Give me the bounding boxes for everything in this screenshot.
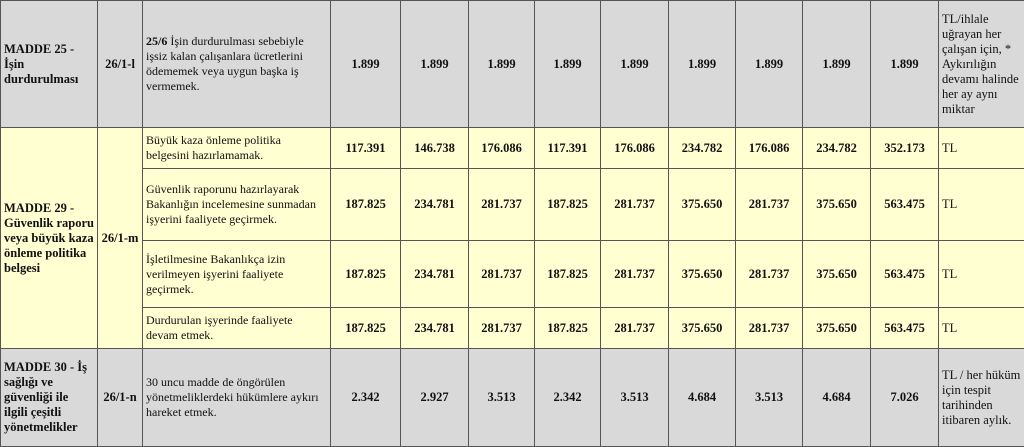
fine-amount: 146.738 <box>401 128 469 169</box>
fine-amount: 1.899 <box>535 1 601 128</box>
unit-cell: TL <box>939 308 1024 349</box>
unit-cell: TL/ihlale uğrayan her çalışan için, * Ay… <box>939 1 1024 128</box>
table-row: İşletilmesine Bakanlıkça izin verilmeyen… <box>1 241 1024 308</box>
fine-amount: 187.825 <box>535 241 601 308</box>
description-cell: Güvenlik raporunu hazırlayarak Bakanlığı… <box>143 169 331 241</box>
fine-amount: 176.086 <box>736 128 803 169</box>
fine-amount: 187.825 <box>331 241 401 308</box>
fine-amount: 563.475 <box>871 241 939 308</box>
table-row: Güvenlik raporunu hazırlayarak Bakanlığı… <box>1 169 1024 241</box>
table-row: MADDE 30 - İş sağlığı ve güvenliği ile i… <box>1 349 1024 447</box>
fine-amount: 234.781 <box>401 308 469 349</box>
fine-amount: 3.513 <box>736 349 803 447</box>
description-cell: Durdurulan işyerinde faaliyete devam etm… <box>143 308 331 349</box>
unit-cell: TL <box>939 169 1024 241</box>
fine-amount: 375.650 <box>669 308 736 349</box>
fine-amount: 281.737 <box>736 308 803 349</box>
fine-amount: 4.684 <box>669 349 736 447</box>
fine-amount: 281.737 <box>469 169 535 241</box>
fine-amount: 281.737 <box>736 241 803 308</box>
fine-amount: 1.899 <box>669 1 736 128</box>
description-cell: 25/6 İşin durdurulması sebebiyle işsiz k… <box>143 1 331 128</box>
fine-amount: 281.737 <box>736 169 803 241</box>
fine-amount: 176.086 <box>601 128 669 169</box>
fine-amount: 1.899 <box>331 1 401 128</box>
description-text: Durdurulan işyerinde faaliyete devam etm… <box>146 313 293 342</box>
fine-amount: 281.737 <box>601 241 669 308</box>
fine-amount: 2.342 <box>535 349 601 447</box>
fine-amount: 234.782 <box>669 128 736 169</box>
article-cell: MADDE 29 - Güvenlik raporu veya büyük ka… <box>1 128 98 349</box>
table-row: MADDE 29 - Güvenlik raporu veya büyük ka… <box>1 128 1024 169</box>
fine-amount: 4.684 <box>803 349 871 447</box>
description-text: İşin durdurulması sebebiyle işsiz kalan … <box>146 34 304 93</box>
fine-amount: 117.391 <box>535 128 601 169</box>
fine-amount: 281.737 <box>601 169 669 241</box>
fine-amount: 1.899 <box>401 1 469 128</box>
description-cell: İşletilmesine Bakanlıkça izin verilmeyen… <box>143 241 331 308</box>
fine-amount: 187.825 <box>331 169 401 241</box>
unit-cell: TL <box>939 241 1024 308</box>
code-cell: 26/1-n <box>98 349 143 447</box>
description-text: İşletilmesine Bakanlıkça izin verilmeyen… <box>146 252 285 296</box>
fine-amount: 3.513 <box>601 349 669 447</box>
fine-amount: 1.899 <box>736 1 803 128</box>
article-cell: MADDE 30 - İş sağlığı ve güvenliği ile i… <box>1 349 98 447</box>
fine-amount: 281.737 <box>469 308 535 349</box>
fine-amount: 7.026 <box>871 349 939 447</box>
fine-amount: 1.899 <box>601 1 669 128</box>
fine-amount: 375.650 <box>803 169 871 241</box>
fine-amount: 563.475 <box>871 169 939 241</box>
description-text: Güvenlik raporunu hazırlayarak Bakanlığı… <box>146 182 316 226</box>
fine-amount: 234.781 <box>401 169 469 241</box>
description-text: Büyük kaza önleme politika belgesini haz… <box>146 133 281 162</box>
fine-amount: 375.650 <box>803 308 871 349</box>
fine-amount: 187.825 <box>535 169 601 241</box>
fine-amount: 176.086 <box>469 128 535 169</box>
description-prefix: 25/6 <box>146 34 167 48</box>
fine-amount: 281.737 <box>469 241 535 308</box>
unit-cell: TL <box>939 128 1024 169</box>
fine-amount: 234.781 <box>401 241 469 308</box>
fine-amount: 2.342 <box>331 349 401 447</box>
fine-amount: 352.173 <box>871 128 939 169</box>
fine-amount: 117.391 <box>331 128 401 169</box>
fine-amount: 1.899 <box>803 1 871 128</box>
article-cell: MADDE 25 - İşin durdurulması <box>1 1 98 128</box>
fine-amount: 563.475 <box>871 308 939 349</box>
fine-amount: 375.650 <box>669 169 736 241</box>
unit-cell: TL / her hüküm için tespit tarihinden it… <box>939 349 1024 447</box>
fine-amount: 234.782 <box>803 128 871 169</box>
fine-amount: 1.899 <box>469 1 535 128</box>
fine-amount: 375.650 <box>803 241 871 308</box>
fine-amount: 281.737 <box>601 308 669 349</box>
table-row: Durdurulan işyerinde faaliyete devam etm… <box>1 308 1024 349</box>
description-cell: Büyük kaza önleme politika belgesini haz… <box>143 128 331 169</box>
code-cell: 26/1-l <box>98 1 143 128</box>
fine-amount: 2.927 <box>401 349 469 447</box>
fine-amount: 3.513 <box>469 349 535 447</box>
code-cell: 26/1-m <box>98 128 143 349</box>
fine-amount: 187.825 <box>331 308 401 349</box>
fine-amount: 375.650 <box>669 241 736 308</box>
description-text: 30 uncu madde de öngörülen yönetmelikler… <box>146 375 319 419</box>
fine-amount: 187.825 <box>535 308 601 349</box>
fine-amount: 1.899 <box>871 1 939 128</box>
description-cell: 30 uncu madde de öngörülen yönetmelikler… <box>143 349 331 447</box>
